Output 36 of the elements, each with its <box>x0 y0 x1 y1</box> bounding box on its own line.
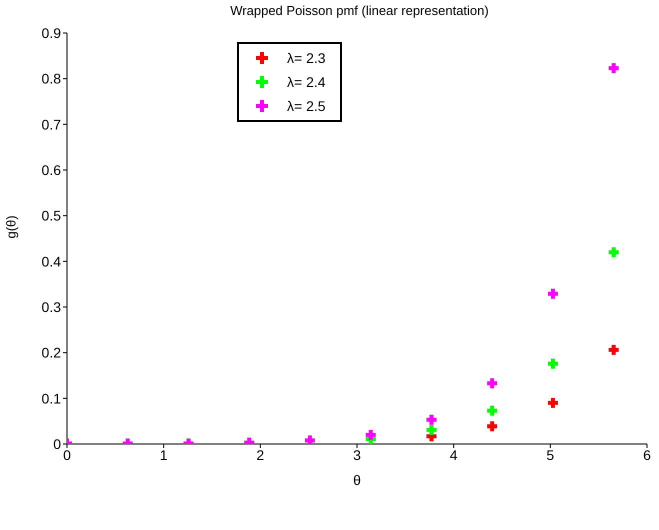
y-tick-label: 0.1 <box>42 390 62 406</box>
y-tick-label: 0.5 <box>42 208 62 224</box>
x-tick-label: 3 <box>353 446 362 463</box>
legend-label: λ= 2.5 <box>287 98 326 114</box>
y-tick-label: 0.4 <box>42 253 62 270</box>
point <box>548 358 558 369</box>
point <box>487 406 498 416</box>
point <box>426 424 436 435</box>
y-tick-label: 0.6 <box>42 162 62 178</box>
x-tick-label: 2 <box>256 446 264 463</box>
chart-title: Wrapped Poisson pmf (linear representation) <box>229 3 490 18</box>
x-tick-label: 1 <box>160 446 168 463</box>
y-tick-label: 0.2 <box>42 344 62 361</box>
point <box>548 288 558 299</box>
point <box>426 414 436 425</box>
point <box>548 398 558 408</box>
x-tick-label: 5 <box>546 446 554 463</box>
point <box>608 344 619 355</box>
point <box>487 378 498 388</box>
x-tick-label: 0 <box>63 446 72 463</box>
legend-label: λ= 2.4 <box>287 74 326 90</box>
y-axis-title: g(θ) <box>4 215 19 238</box>
x-tick-label: 6 <box>643 446 652 463</box>
y-tick-label: 0.8 <box>42 70 62 87</box>
point <box>304 435 315 444</box>
point <box>366 430 376 440</box>
point <box>608 63 619 74</box>
point <box>487 421 498 432</box>
legend-label: λ= 2.3 <box>287 50 326 66</box>
x-axis-title: θ <box>353 472 362 488</box>
y-tick-label: 0.3 <box>42 298 62 315</box>
y-tick-label: 0.7 <box>42 116 62 132</box>
point <box>608 247 619 258</box>
y-tick-label: 0.9 <box>42 24 62 41</box>
y-tick-label: 0 <box>53 436 62 452</box>
x-tick-label: 4 <box>450 446 458 463</box>
